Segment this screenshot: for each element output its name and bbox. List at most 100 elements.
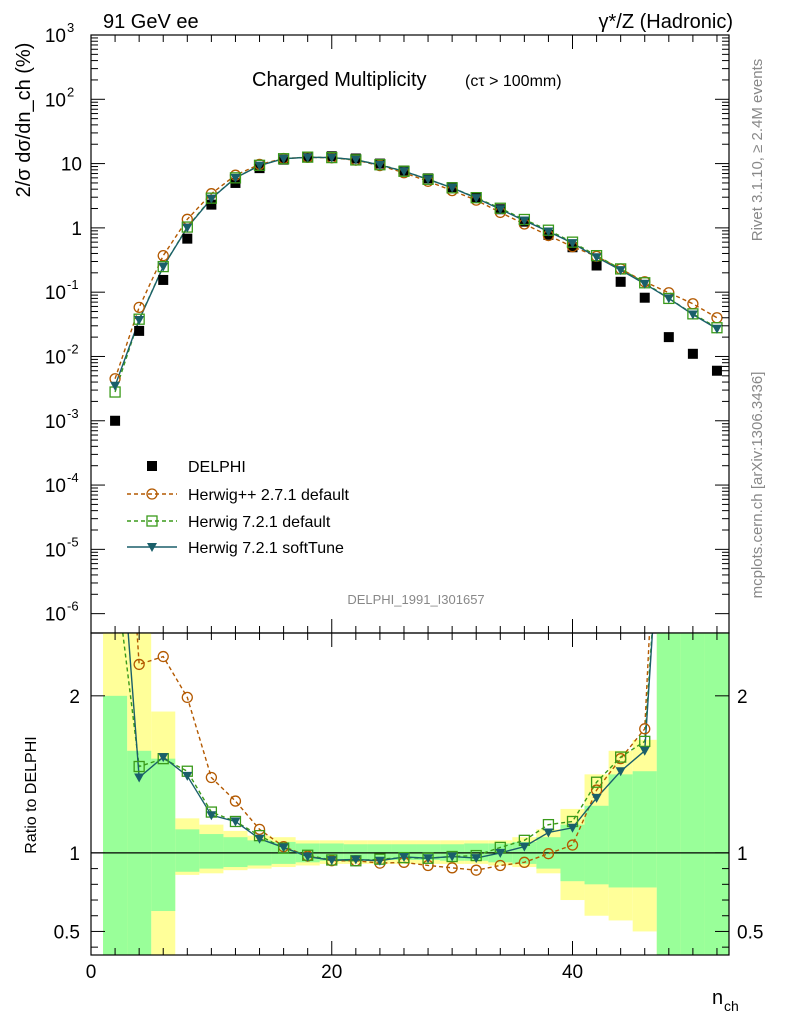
data-point xyxy=(687,348,698,359)
ratio-point xyxy=(470,864,482,876)
data-point xyxy=(711,365,722,376)
data-point xyxy=(206,194,217,204)
ratio-point xyxy=(567,823,578,833)
y-tick-base: 10 xyxy=(45,476,66,497)
ratio-point xyxy=(157,650,169,663)
ratio-point xyxy=(398,852,409,862)
y-tick-exp: -2 xyxy=(67,341,79,356)
legend: DELPHI Herwig++ 2.7.1 default Herwig 7.2.1… xyxy=(127,459,350,557)
ratio-point xyxy=(518,856,531,868)
header-right: γ*/Z (Hadronic) xyxy=(599,11,733,33)
x-axis-title-n: n xyxy=(712,987,723,1009)
y-tick-label: 10 3 xyxy=(45,20,74,47)
data-point xyxy=(182,223,193,233)
data-point xyxy=(158,262,169,272)
y-tick-label: 10 -1 xyxy=(45,277,79,304)
data-point xyxy=(567,239,578,249)
data-point xyxy=(663,332,674,343)
data-point xyxy=(519,216,530,226)
data-point xyxy=(182,233,193,244)
ratio-point xyxy=(230,817,241,827)
band-inner xyxy=(319,843,344,861)
data-point xyxy=(495,205,506,215)
data-point xyxy=(374,161,385,171)
band-inner xyxy=(584,805,609,885)
main-title-suffix: (cτ > 100mm) xyxy=(465,73,562,90)
data-point xyxy=(591,260,602,271)
data-point xyxy=(615,266,626,276)
mcplots-label: mcplots.cern.ch [arXiv:1306.3436] xyxy=(749,372,766,599)
data-point xyxy=(639,279,650,289)
ratio-point xyxy=(423,854,434,864)
data-point xyxy=(110,415,121,426)
band-inner xyxy=(704,633,729,955)
header-left: 91 GeV ee xyxy=(103,11,199,33)
ratio-point xyxy=(133,658,145,671)
y-tick-exp: -3 xyxy=(67,406,79,421)
ratio-point xyxy=(181,691,193,704)
legend-marker xyxy=(146,488,158,500)
band-inner xyxy=(223,837,248,868)
y-tick-exp: 3 xyxy=(67,20,74,35)
y-tick-exp: 2 xyxy=(67,84,74,99)
band-inner xyxy=(608,774,633,888)
ratio-point xyxy=(566,839,579,851)
y-tick-label: 10 -2 xyxy=(45,341,79,368)
legend-entry: Herwig 7.2.1 default xyxy=(127,514,331,531)
y-tick-label: 10 2 xyxy=(45,84,74,111)
data-point xyxy=(254,161,265,171)
band-inner xyxy=(127,750,152,955)
ratio-y-tick-label-right: 0.5 xyxy=(737,922,763,943)
ratio-point xyxy=(615,767,626,777)
ratio-point xyxy=(206,811,217,821)
legend-label: Herwig 7.2.1 softTune xyxy=(188,540,344,557)
data-point xyxy=(133,301,145,314)
ratio-point xyxy=(543,828,554,838)
ratio-point xyxy=(590,776,603,788)
y-tick-base: 10 xyxy=(45,26,66,47)
band-inner xyxy=(367,844,392,860)
y-tick-label: 10 -4 xyxy=(45,470,79,497)
ratio-point xyxy=(326,856,337,866)
legend-marker xyxy=(147,461,157,471)
main-ylabel: 2/σ dσ/dn_ch (%) xyxy=(13,43,35,198)
band-inner xyxy=(656,633,681,955)
data-point xyxy=(326,153,337,163)
y-tick-label-text: 1 xyxy=(71,219,82,240)
y-tick-label: 10 -3 xyxy=(45,406,79,433)
band-inner xyxy=(416,844,441,860)
ratio-point xyxy=(615,751,627,763)
ratio-frame xyxy=(90,632,730,956)
ratio-point xyxy=(278,843,289,853)
legend-label: Herwig 7.2.1 default xyxy=(188,514,331,531)
x-tick-label: 0 xyxy=(86,962,97,983)
data-point xyxy=(134,325,145,336)
rivet-label: Rivet 3.1.10, ≥ 2.4M events xyxy=(749,59,766,242)
ratio-point xyxy=(494,859,506,872)
data-point xyxy=(471,194,482,204)
series-line xyxy=(114,156,718,379)
legend-entry: Herwig++ 2.7.1 default xyxy=(127,487,350,504)
data-point xyxy=(158,274,169,285)
band-inner xyxy=(151,758,176,912)
data-point xyxy=(157,249,169,262)
ratio-point xyxy=(134,773,145,783)
y-tick-base: 10 xyxy=(45,90,66,111)
ratio-point xyxy=(447,852,458,862)
ratio-y-tick-label: 2 xyxy=(69,687,80,708)
data-point xyxy=(711,312,723,324)
y-tick-base: 10 xyxy=(45,412,66,433)
data-point xyxy=(350,154,362,166)
band-inner xyxy=(175,829,200,872)
ratio-y-tick-label: 1 xyxy=(69,844,80,865)
analysis-id: DELPHI_1991_I301657 xyxy=(347,592,484,607)
y-tick-label: 10 -5 xyxy=(45,534,79,561)
series-line xyxy=(114,156,718,393)
data-point xyxy=(398,167,409,177)
y-tick-exp: -4 xyxy=(67,470,79,485)
data-point xyxy=(663,294,674,304)
data-point xyxy=(278,154,289,164)
y-tick-base: 10 xyxy=(45,347,66,368)
